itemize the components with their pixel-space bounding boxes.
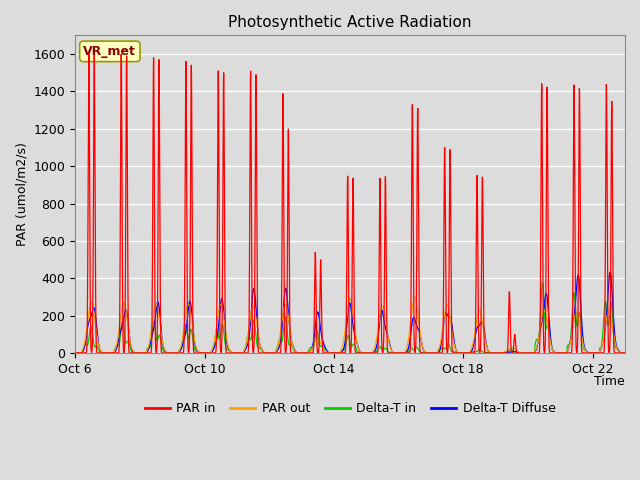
Delta-T in xyxy=(190,343,198,349)
Delta-T in xyxy=(236,350,244,356)
Delta-T Diffuse xyxy=(374,339,381,345)
PAR in xyxy=(71,350,79,356)
Text: VR_met: VR_met xyxy=(83,45,136,58)
Delta-T Diffuse xyxy=(606,269,614,275)
Delta-T in xyxy=(504,348,512,354)
Delta-T in xyxy=(539,280,547,286)
Line: PAR in: PAR in xyxy=(75,54,625,353)
Delta-T Diffuse xyxy=(71,350,79,356)
PAR out xyxy=(621,350,629,356)
Legend: PAR in, PAR out, Delta-T in, Delta-T Diffuse: PAR in, PAR out, Delta-T in, Delta-T Dif… xyxy=(140,397,561,420)
PAR out xyxy=(236,350,244,356)
PAR in xyxy=(374,349,381,355)
PAR in xyxy=(237,350,244,356)
PAR out xyxy=(190,333,198,339)
Delta-T Diffuse xyxy=(236,350,244,356)
PAR out xyxy=(115,332,122,337)
PAR in xyxy=(621,350,629,356)
PAR out xyxy=(411,294,419,300)
Delta-T in xyxy=(115,343,122,349)
Y-axis label: PAR (umol/m2/s): PAR (umol/m2/s) xyxy=(15,142,28,246)
Text: Time: Time xyxy=(595,375,625,388)
PAR out xyxy=(71,350,79,356)
PAR in xyxy=(183,210,191,216)
Line: Delta-T in: Delta-T in xyxy=(75,283,625,353)
PAR in xyxy=(115,350,122,356)
Delta-T in xyxy=(374,347,381,353)
Delta-T in xyxy=(183,327,191,333)
PAR in xyxy=(117,51,125,57)
PAR in xyxy=(190,350,198,356)
Delta-T Diffuse xyxy=(183,323,191,328)
Delta-T in xyxy=(621,350,629,356)
PAR out xyxy=(505,346,513,352)
PAR out xyxy=(374,331,381,337)
Line: PAR out: PAR out xyxy=(75,297,625,353)
PAR out xyxy=(183,307,191,312)
Delta-T Diffuse xyxy=(115,338,122,344)
Delta-T Diffuse xyxy=(504,349,512,355)
PAR in xyxy=(505,314,513,320)
Delta-T Diffuse xyxy=(190,334,198,339)
Delta-T in xyxy=(71,350,79,356)
Delta-T Diffuse xyxy=(621,350,629,356)
Title: Photosynthetic Active Radiation: Photosynthetic Active Radiation xyxy=(228,15,472,30)
Line: Delta-T Diffuse: Delta-T Diffuse xyxy=(75,272,625,353)
